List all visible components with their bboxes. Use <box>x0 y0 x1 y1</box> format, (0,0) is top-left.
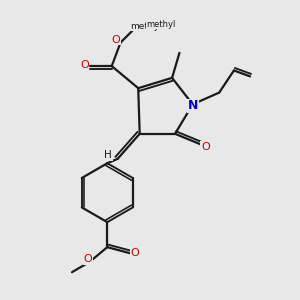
Text: O: O <box>112 34 121 45</box>
Text: O: O <box>130 248 139 258</box>
Text: methyl: methyl <box>130 22 161 31</box>
Text: N: N <box>188 99 199 112</box>
Text: O: O <box>80 60 89 70</box>
Text: H: H <box>104 150 112 160</box>
Text: methyl: methyl <box>146 20 176 29</box>
Text: O: O <box>84 254 92 264</box>
Text: O: O <box>201 142 210 152</box>
